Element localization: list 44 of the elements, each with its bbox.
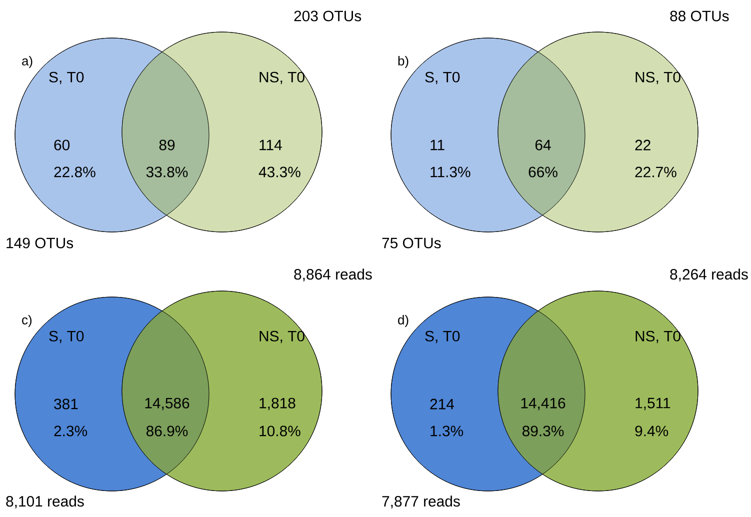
data-label: 22 (635, 140, 650, 150)
text: 1.3% (430, 426, 464, 436)
text: 9.4% (635, 426, 668, 436)
text: d) (398, 314, 408, 328)
text: 2.3% (54, 426, 88, 436)
data-label: 11 (430, 140, 444, 150)
text: 8,264 reads (670, 268, 748, 282)
category-label: NS, T0 (260, 72, 304, 84)
category-label: S, T0 (425, 72, 460, 84)
text: 75 OTUs (382, 238, 441, 248)
category-label: NS, T0 (260, 330, 304, 344)
category-label: S, T0 (49, 330, 84, 344)
text: a) (22, 56, 32, 68)
text: 86.9% (146, 426, 188, 436)
text: 10.8% (260, 426, 300, 436)
text: 8,864 reads (294, 268, 372, 282)
text: 43.3% (258, 166, 300, 178)
data-label: 64 (535, 140, 551, 150)
text: 88 OTUs (670, 10, 729, 22)
category-label: NS, T0 (636, 330, 680, 344)
category-label: NS, T0 (636, 72, 680, 84)
data-label: 14,416 (521, 398, 566, 410)
category-label: S, T0 (49, 72, 84, 84)
data-label: 381 (54, 398, 78, 410)
data-label: 214 (430, 398, 454, 410)
text: 66% (528, 166, 558, 178)
text: b) (398, 56, 408, 68)
text: 7,877 reads (382, 496, 460, 508)
text: 22.8% (54, 166, 96, 178)
data-label: 89 (159, 140, 175, 150)
text: 89.3% (522, 426, 564, 436)
text: 22.7% (635, 166, 676, 178)
data-label: 1,511 (636, 398, 670, 410)
text: 149 OTUs (6, 238, 74, 248)
data-label: 14,586 (145, 398, 190, 410)
text: 11.3% (430, 166, 470, 178)
text: c) (22, 314, 32, 328)
data-label: 114 (260, 140, 282, 150)
category-label: S, T0 (425, 330, 460, 344)
data-label: 1,818 (260, 398, 296, 410)
text: 203 OTUs (294, 10, 362, 22)
text: 8,101 reads (6, 496, 84, 508)
data-label: 60 (54, 140, 70, 150)
text: 33.8% (146, 166, 188, 178)
